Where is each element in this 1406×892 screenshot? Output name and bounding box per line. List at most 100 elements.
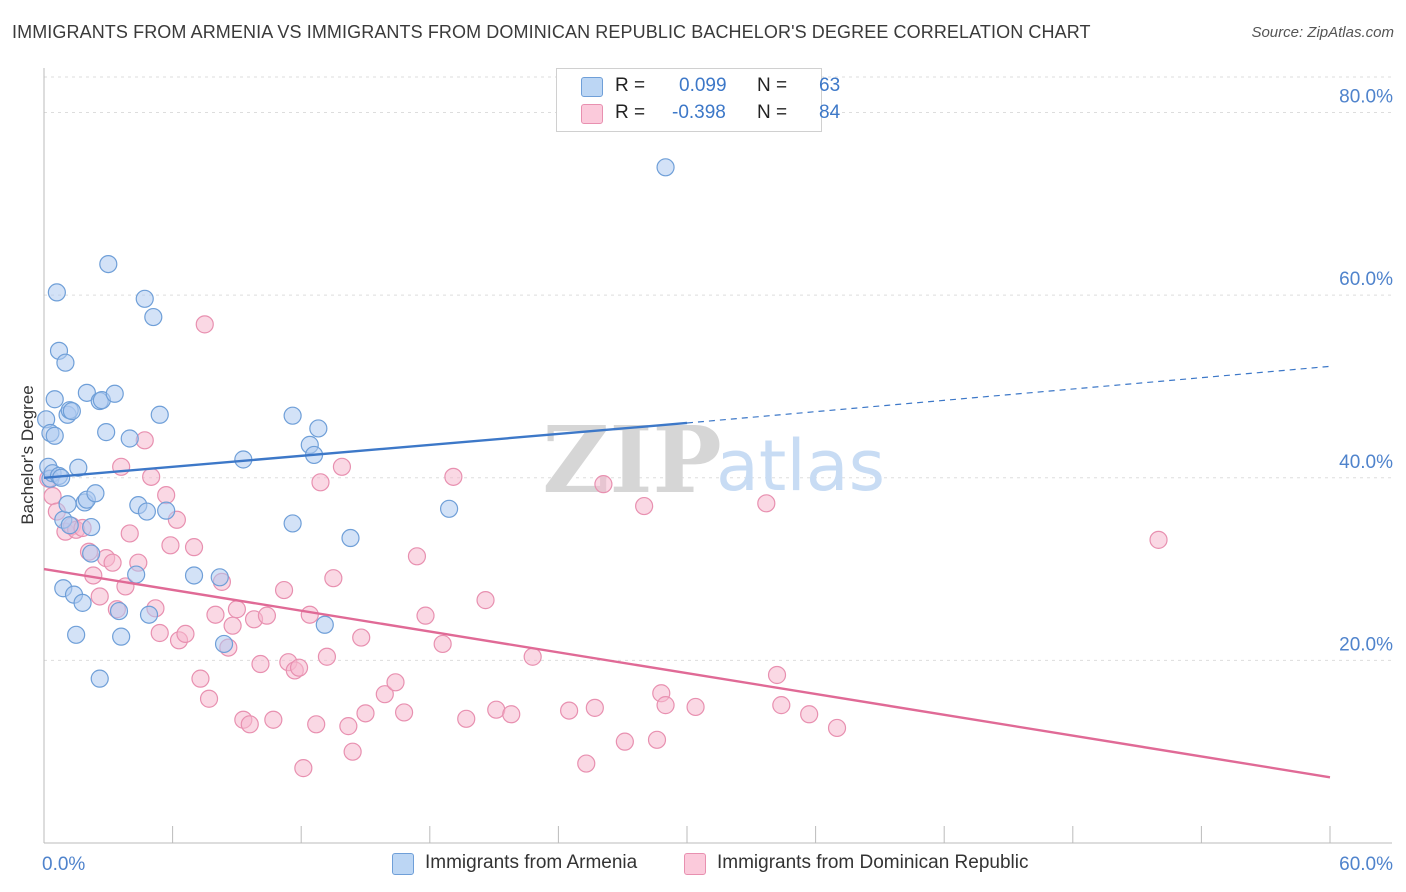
point-armenia <box>99 254 118 274</box>
point-dominican-republic <box>317 647 337 666</box>
chart-title: IMMIGRANTS FROM ARMENIA VS IMMIGRANTS FR… <box>12 22 1091 42</box>
point-armenia <box>45 390 64 409</box>
point-dominican-republic <box>635 496 654 516</box>
y-tick-label: 40.0% <box>1339 452 1393 473</box>
point-armenia <box>439 499 459 518</box>
point-dominican-republic <box>375 685 394 704</box>
point-dominican-republic <box>1149 530 1168 549</box>
watermark-atlas: atlas <box>716 425 885 507</box>
point-armenia <box>656 158 675 177</box>
point-dominican-republic <box>120 524 139 543</box>
point-dominican-republic <box>772 696 791 715</box>
bottom-legend-label: Immigrants from Armenia <box>425 852 638 873</box>
point-dominican-republic <box>343 742 362 761</box>
series-armenia-points <box>37 158 675 688</box>
point-dominican-republic <box>444 467 463 486</box>
point-dominican-republic <box>324 569 343 588</box>
point-armenia <box>283 514 302 533</box>
point-dominican-republic <box>502 705 521 724</box>
point-dominican-republic <box>294 759 313 778</box>
point-dominican-republic <box>476 591 495 610</box>
point-dominican-republic <box>142 467 161 486</box>
point-armenia <box>109 601 129 621</box>
point-dominican-republic <box>274 580 294 600</box>
gridlines <box>44 76 1392 661</box>
point-armenia <box>127 565 146 584</box>
x-tick-label-left: 0.0% <box>42 854 85 875</box>
point-armenia <box>62 402 81 421</box>
point-armenia <box>73 593 92 612</box>
point-dominican-republic <box>577 754 596 773</box>
point-dominican-republic <box>487 700 506 719</box>
legend-r-value: -0.398 <box>672 102 726 123</box>
point-dominican-republic <box>251 654 270 674</box>
point-dominican-republic <box>90 587 109 606</box>
trend-line-dominican-republic <box>43 567 1331 779</box>
point-dominican-republic <box>176 624 195 644</box>
point-dominican-republic <box>300 605 319 624</box>
point-dominican-republic <box>827 718 847 738</box>
point-dominican-republic <box>686 697 705 717</box>
point-dominican-republic <box>150 623 169 643</box>
watermark: ZIP atlas <box>542 406 885 514</box>
legend-n-label: N = <box>757 75 788 96</box>
point-armenia <box>86 484 105 503</box>
point-dominican-republic <box>407 547 427 566</box>
point-armenia <box>97 423 116 442</box>
point-armenia <box>105 384 124 403</box>
point-armenia <box>56 353 75 372</box>
point-dominican-republic <box>352 628 371 647</box>
point-dominican-republic <box>240 715 259 734</box>
point-dominican-republic <box>289 658 309 677</box>
point-armenia <box>144 307 163 327</box>
point-armenia <box>283 406 302 425</box>
point-armenia <box>82 517 101 537</box>
point-dominican-republic <box>457 709 476 728</box>
series-dominican-republic-points <box>39 315 1168 778</box>
point-dominican-republic <box>615 732 634 751</box>
point-armenia <box>341 528 360 548</box>
point-dominican-republic <box>206 605 225 624</box>
point-dominican-republic <box>394 703 414 722</box>
point-armenia <box>150 405 169 424</box>
point-dominican-republic <box>647 730 667 749</box>
point-dominican-republic <box>311 473 330 492</box>
legend-r-label: R = <box>615 75 646 96</box>
legend-n-value: 84 <box>819 102 841 123</box>
point-dominican-republic <box>135 431 154 450</box>
point-armenia <box>214 634 234 654</box>
point-dominican-republic <box>257 606 277 625</box>
point-dominican-republic <box>332 457 352 476</box>
point-armenia <box>69 458 88 477</box>
point-dominican-republic <box>191 669 210 688</box>
point-armenia <box>139 605 159 624</box>
point-armenia <box>67 625 86 644</box>
point-dominican-republic <box>339 717 358 736</box>
y-axis-label: Bachelor's Degree <box>18 385 37 525</box>
point-dominican-republic <box>223 616 242 635</box>
point-dominican-republic <box>227 600 246 619</box>
y-tick-label: 80.0% <box>1339 87 1393 108</box>
point-dominican-republic <box>103 553 122 572</box>
point-dominican-republic <box>594 475 613 494</box>
point-armenia <box>137 502 156 521</box>
point-dominican-republic <box>195 315 214 334</box>
point-dominican-republic <box>656 696 675 715</box>
point-armenia <box>309 419 328 438</box>
trend-line-armenia <box>43 421 688 479</box>
point-dominican-republic <box>161 536 180 555</box>
trend-lines <box>43 365 1331 779</box>
point-dominican-republic <box>800 705 819 724</box>
point-armenia <box>47 283 66 302</box>
legend-n-value: 63 <box>819 75 841 96</box>
legend-n-label: N = <box>757 102 788 123</box>
point-dominican-republic <box>523 647 542 666</box>
point-dominican-republic <box>199 689 219 708</box>
point-dominican-republic <box>560 701 579 720</box>
tick-labels: 20.0% 40.0% 60.0% 80.0% 0.0% 60.0% <box>42 87 1393 875</box>
point-dominican-republic <box>585 698 604 717</box>
point-armenia <box>184 566 204 585</box>
point-dominican-republic <box>307 715 326 734</box>
legend-swatch-pink <box>581 104 603 124</box>
